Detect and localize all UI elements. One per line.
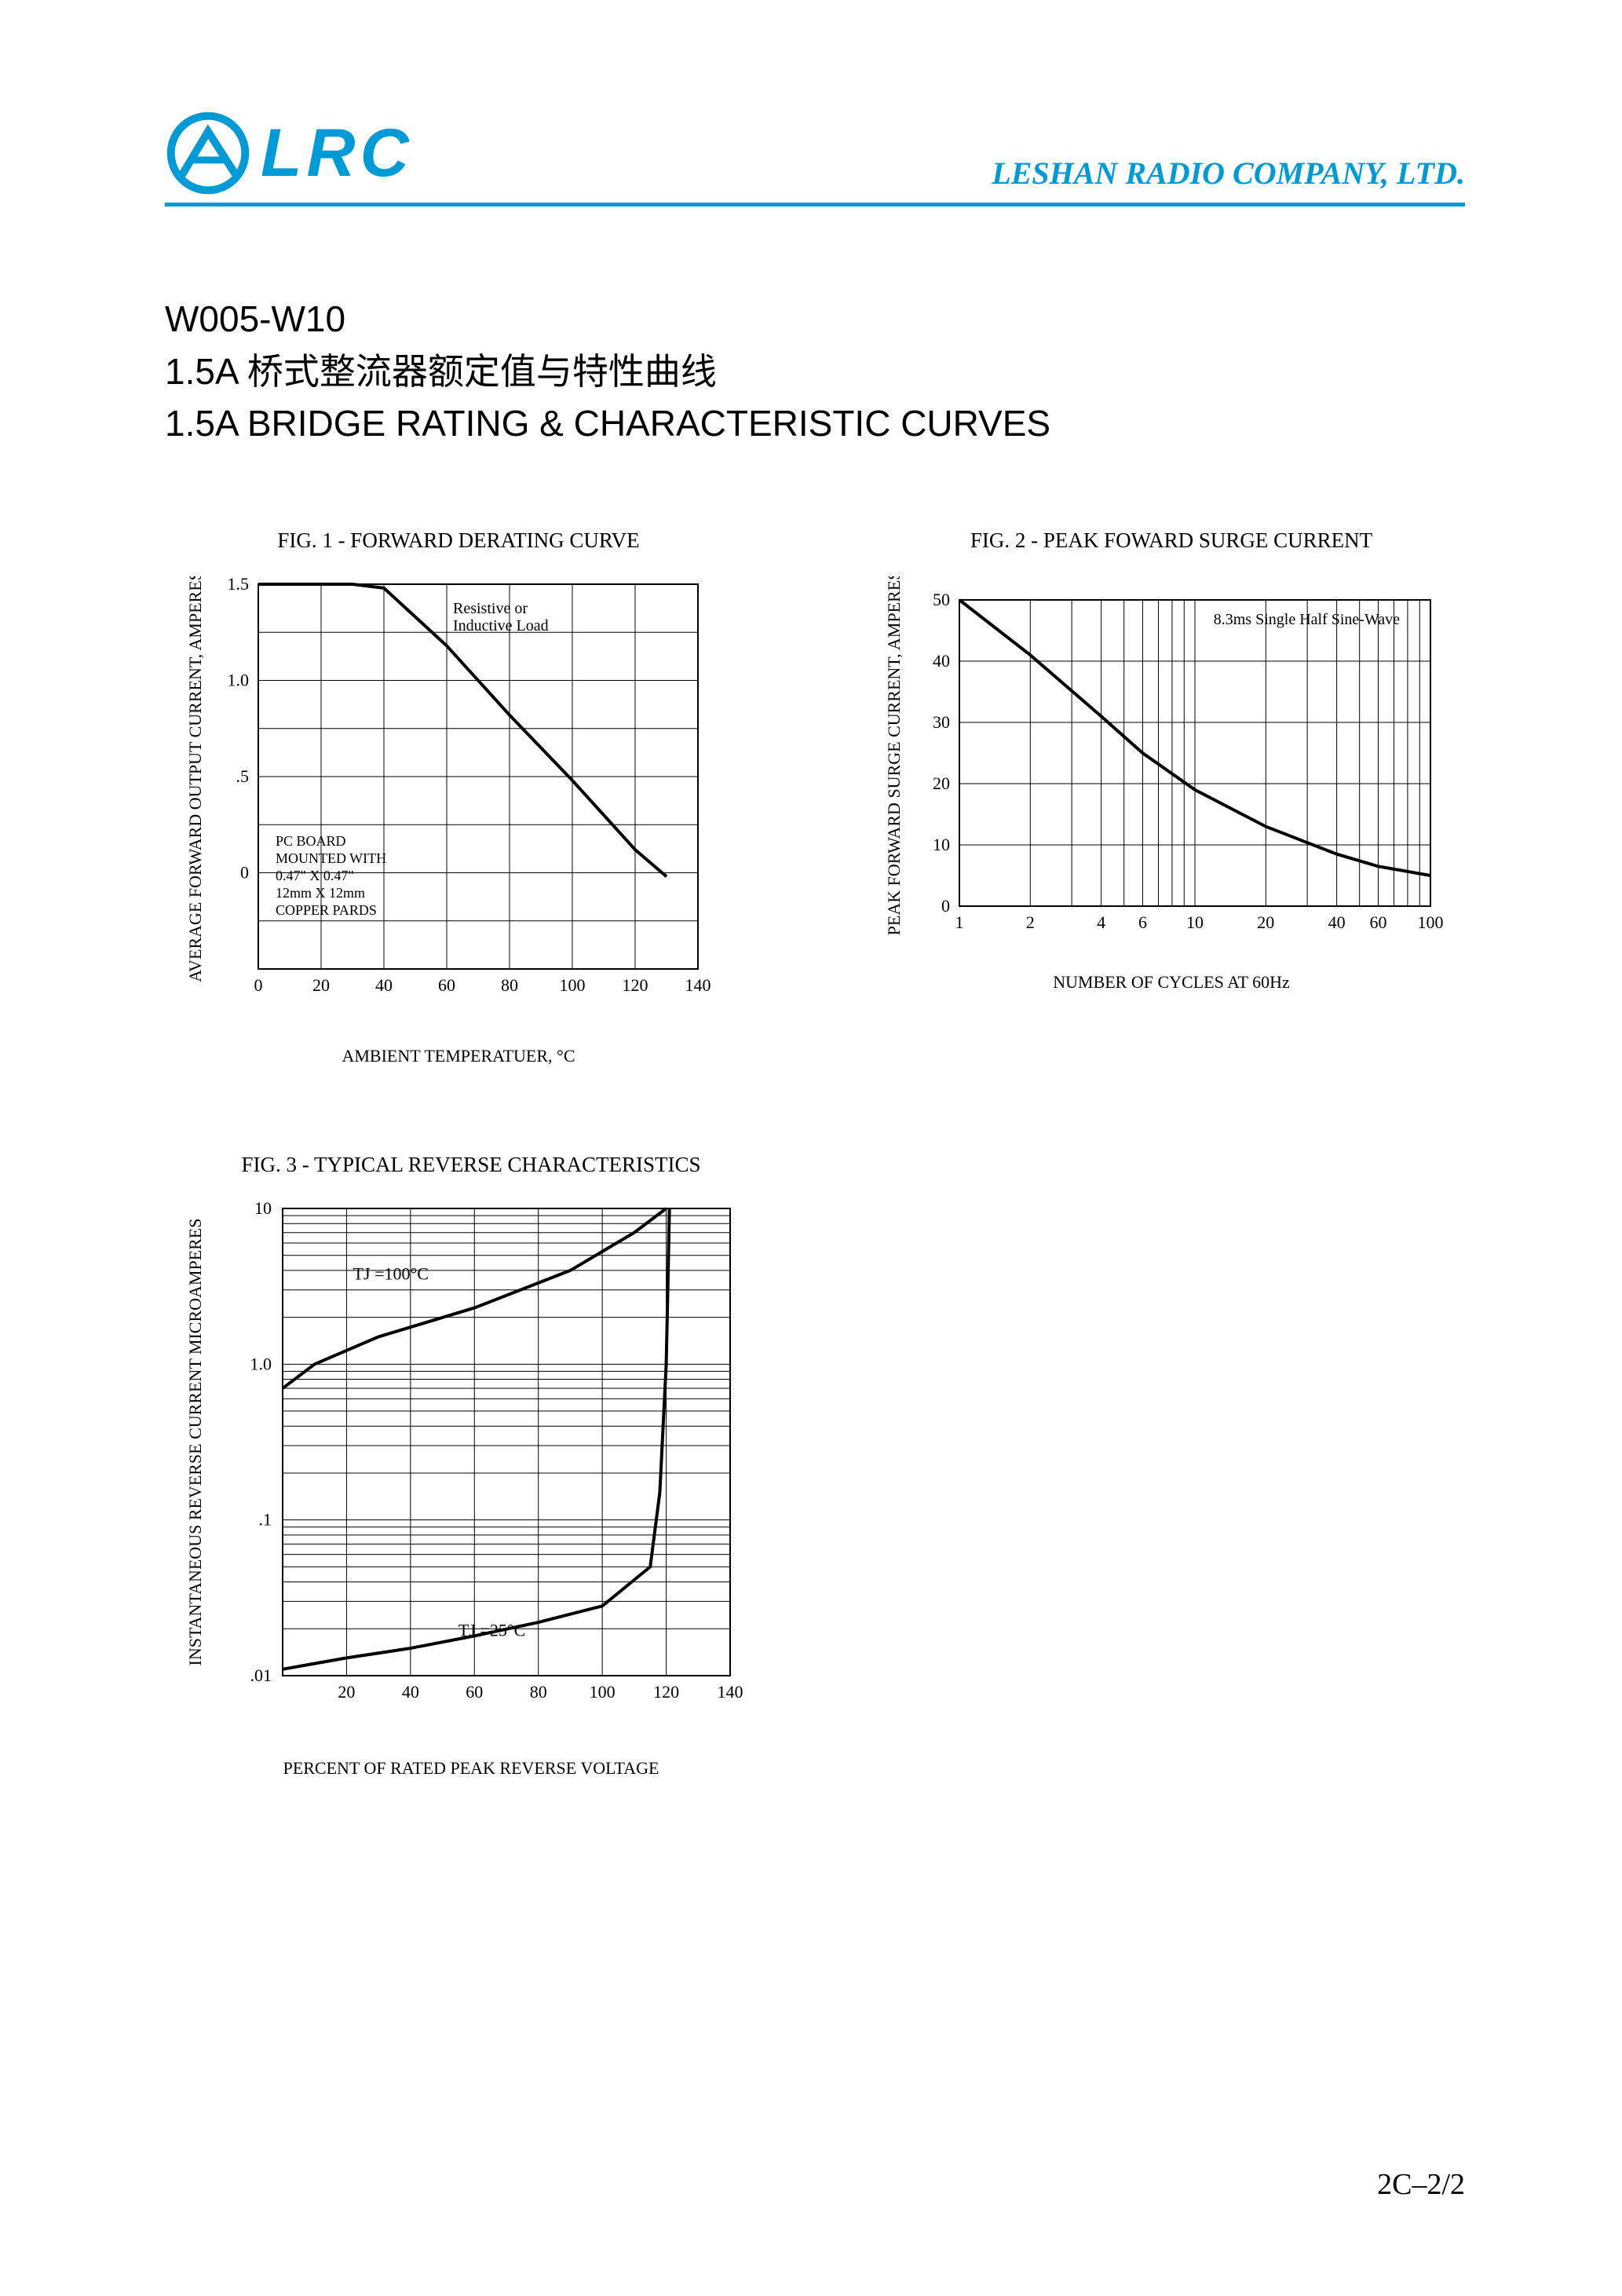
svg-text:0: 0: [254, 975, 263, 995]
svg-text:20: 20: [933, 773, 950, 793]
svg-text:2: 2: [1026, 912, 1035, 932]
title-block: W005-W10 1.5A 桥式整流器额定值与特性曲线 1.5A BRIDGE …: [165, 293, 1465, 450]
svg-text:10: 10: [1186, 912, 1204, 932]
fig3-xlabel: PERCENT OF RATED PEAK REVERSE VOLTAGE: [165, 1758, 777, 1779]
svg-text:1.0: 1.0: [228, 671, 250, 690]
svg-text:1: 1: [955, 912, 964, 932]
svg-text:120: 120: [623, 975, 648, 995]
svg-text:40: 40: [933, 651, 950, 671]
svg-text:40: 40: [402, 1682, 419, 1702]
svg-text:20: 20: [1257, 912, 1274, 932]
fig2: FIG. 2 - PEAK FOWARD SURGE CURRENT PEAK …: [878, 528, 1465, 1066]
svg-text:8.3ms Single Half Sine-Wave: 8.3ms Single Half Sine-Wave: [1214, 611, 1400, 628]
svg-text:PEAK FORWARD SURGE CURRENT, AM: PEAK FORWARD SURGE CURRENT, AMPERES: [884, 576, 904, 935]
svg-text:80: 80: [530, 1682, 547, 1702]
svg-text:10: 10: [933, 835, 950, 854]
svg-text:12mm X 12mm: 12mm X 12mm: [276, 885, 365, 901]
fig3-chart: INSTANTANEOUS REVERSE CURRENT MICROAMPER…: [165, 1201, 777, 1735]
svg-text:INSTANTANEOUS REVERSE CURRENT: INSTANTANEOUS REVERSE CURRENT MICROAMPER…: [185, 1219, 205, 1666]
logo-text: LRC: [261, 115, 414, 192]
svg-text:PC BOARD: PC BOARD: [276, 833, 346, 849]
svg-text:140: 140: [685, 975, 711, 995]
svg-text:80: 80: [501, 975, 518, 995]
fig3-title: FIG. 3 - TYPICAL REVERSE CHARACTERISTICS: [165, 1153, 777, 1177]
svg-text:50: 50: [933, 590, 950, 609]
svg-text:6: 6: [1138, 912, 1147, 932]
svg-text:.01: .01: [250, 1665, 272, 1685]
fig3: FIG. 3 - TYPICAL REVERSE CHARACTERISTICS…: [165, 1153, 1465, 1779]
svg-text:Inductive Load: Inductive Load: [453, 617, 549, 634]
svg-text:AVERAGE FORWARD OUTPUT CURRENT: AVERAGE FORWARD OUTPUT CURRENT, AMPERES: [185, 576, 205, 982]
page-number: 2C–2/2: [1377, 2167, 1465, 2202]
logo: LRC: [165, 110, 414, 196]
svg-text:30: 30: [933, 712, 950, 732]
svg-text:0: 0: [240, 863, 249, 883]
svg-text:.1: .1: [259, 1510, 272, 1530]
svg-text:TJ =25°C: TJ =25°C: [458, 1620, 525, 1640]
svg-text:TJ =100°C: TJ =100°C: [353, 1263, 429, 1283]
svg-text:100: 100: [1418, 912, 1444, 932]
svg-text:40: 40: [375, 975, 393, 995]
svg-text:60: 60: [438, 975, 455, 995]
logo-icon: [165, 110, 251, 196]
svg-text:0.47" X 0.47": 0.47" X 0.47": [276, 868, 354, 883]
svg-text:20: 20: [312, 975, 330, 995]
svg-text:60: 60: [1369, 912, 1386, 932]
svg-text:60: 60: [466, 1682, 483, 1702]
fig1: FIG. 1 - FORWARD DERATING CURVE AVERAGE …: [165, 528, 752, 1066]
svg-text:MOUNTED WITH: MOUNTED WITH: [276, 850, 386, 866]
fig1-chart: AVERAGE FORWARD OUTPUT CURRENT, AMPERES 0…: [184, 576, 733, 1032]
svg-text:10: 10: [254, 1201, 272, 1218]
title-en: 1.5A BRIDGE RATING & CHARACTERISTIC CURV…: [165, 397, 1465, 450]
title-cn: 1.5A 桥式整流器额定值与特性曲线: [165, 345, 1465, 398]
svg-text:1.5: 1.5: [228, 576, 250, 594]
svg-text:Resistive or: Resistive or: [453, 600, 528, 617]
header: LRC LESHAN RADIO COMPANY, LTD.: [165, 110, 1465, 207]
svg-text:120: 120: [653, 1682, 679, 1702]
company-name: LESHAN RADIO COMPANY, LTD.: [992, 155, 1465, 196]
fig2-chart: PEAK FORWARD SURGE CURRENT, AMPERES50403…: [881, 576, 1462, 945]
fig1-title: FIG. 1 - FORWARD DERATING CURVE: [165, 528, 752, 553]
svg-text:4: 4: [1097, 912, 1105, 932]
part-number: W005-W10: [165, 293, 1465, 345]
svg-text:.5: .5: [236, 766, 250, 786]
svg-text:1.0: 1.0: [250, 1354, 272, 1373]
fig2-title: FIG. 2 - PEAK FOWARD SURGE CURRENT: [878, 528, 1465, 553]
svg-text:COPPER PARDS: COPPER PARDS: [276, 902, 377, 918]
svg-text:100: 100: [560, 975, 586, 995]
svg-text:0: 0: [941, 896, 950, 916]
fig1-xlabel: AMBIENT TEMPERATUER, °C: [165, 1046, 752, 1066]
svg-text:20: 20: [338, 1682, 355, 1702]
fig2-xlabel: NUMBER OF CYCLES AT 60Hz: [878, 972, 1465, 993]
svg-text:100: 100: [590, 1682, 616, 1702]
svg-text:140: 140: [718, 1682, 743, 1702]
svg-text:40: 40: [1328, 912, 1346, 932]
